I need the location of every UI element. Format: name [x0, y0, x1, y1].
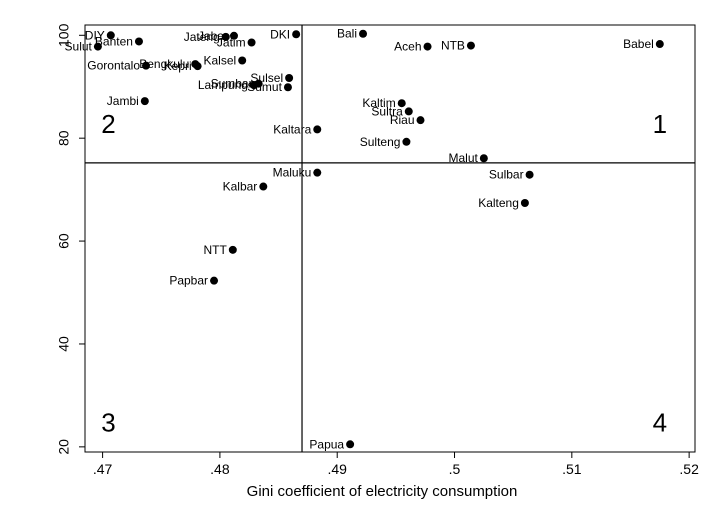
y-tick-label: 60	[56, 233, 72, 249]
data-point	[313, 125, 322, 134]
x-tick-label: .48	[210, 461, 230, 477]
x-axis: .47 .48 .49 .5 .51 .52	[93, 452, 699, 477]
point-label: Sumbar	[211, 77, 253, 91]
data-point	[228, 245, 237, 254]
quadrant-label: 4	[653, 407, 667, 437]
y-tick-label: 20	[56, 439, 72, 455]
x-tick-label: .49	[327, 461, 347, 477]
data-point	[466, 41, 475, 50]
data-point	[416, 116, 425, 125]
point-label: Kalsel	[204, 53, 237, 67]
point-label: Kalteng	[478, 196, 519, 210]
point-label: Kepri	[164, 59, 192, 73]
point-label: NTB	[441, 39, 465, 53]
data-point	[313, 168, 322, 177]
data-point	[520, 199, 529, 208]
point-label: DKI	[270, 27, 290, 41]
data-point	[193, 62, 202, 71]
plot-frame	[84, 24, 696, 453]
data-point	[210, 276, 219, 285]
point-label: Jatim	[217, 35, 246, 49]
quadrant-labels: 1 2 3 4	[101, 109, 667, 437]
point-label: Sulteng	[360, 135, 401, 149]
x-tick-label: .51	[562, 461, 582, 477]
point-label: Kalbar	[223, 180, 258, 194]
data-point	[402, 137, 411, 146]
point-label: Lampung	[198, 78, 248, 92]
y-axis: 20 40 60 80 100	[56, 23, 85, 455]
point-label: DIY	[85, 28, 105, 42]
point-label: Bali	[337, 27, 357, 41]
point-label: Bengkulu	[139, 57, 189, 71]
data-point	[404, 107, 413, 116]
quadrant-label: 2	[101, 109, 115, 139]
reference-lines	[85, 25, 695, 452]
x-tick-label: .52	[679, 461, 699, 477]
point-label: Sultra	[371, 104, 403, 118]
point-label: Sumut	[247, 80, 282, 94]
data-point	[238, 56, 247, 65]
data-point	[221, 32, 230, 41]
quadrant-label: 3	[101, 407, 115, 437]
point-label: Kaltim	[362, 96, 395, 110]
point-label: Sulut	[65, 40, 93, 54]
data-point	[397, 99, 406, 108]
data-point	[285, 73, 294, 82]
point-label: Maluku	[273, 166, 312, 180]
data-point	[423, 42, 432, 51]
data-point	[346, 440, 355, 449]
point-label: Jambi	[107, 94, 139, 108]
y-tick-label: 100	[56, 23, 72, 47]
point-label: Jateng	[184, 30, 220, 44]
point-label: Banten	[95, 34, 133, 48]
data-point	[93, 42, 102, 51]
data-point	[140, 97, 149, 106]
data-point	[292, 30, 301, 39]
data-point	[655, 40, 664, 49]
x-axis-title: Gini coefficient of electricity consumpt…	[247, 483, 518, 500]
data-point	[142, 61, 150, 70]
x-tick-label: .47	[93, 461, 113, 477]
point-label: Jabar	[198, 29, 228, 43]
y-tick-label: 80	[56, 130, 72, 146]
data-point	[525, 170, 534, 179]
data-point	[247, 38, 256, 47]
data-point	[254, 79, 263, 88]
point-label: Kaltara	[273, 122, 311, 136]
quadrant-label: 1	[653, 109, 667, 139]
data-point	[283, 83, 292, 92]
point-label: Malut	[449, 151, 479, 165]
point-label: NTT	[203, 243, 227, 257]
data-point	[229, 31, 238, 40]
point-label: Papbar	[169, 274, 208, 288]
point-label: Babel	[623, 37, 654, 51]
data-point	[359, 29, 368, 38]
point-label: Gorontalo	[87, 59, 140, 73]
data-point	[106, 31, 115, 40]
data-point	[479, 154, 488, 163]
y-tick-label: 40	[56, 336, 72, 352]
x-tick-label: .5	[449, 461, 461, 477]
point-label: Sulbar	[489, 168, 524, 182]
point-label: Riau	[390, 113, 415, 127]
point-label: Papua	[309, 437, 344, 451]
point-label: Aceh	[394, 40, 421, 54]
data-point	[134, 37, 143, 46]
data-point	[259, 182, 268, 191]
